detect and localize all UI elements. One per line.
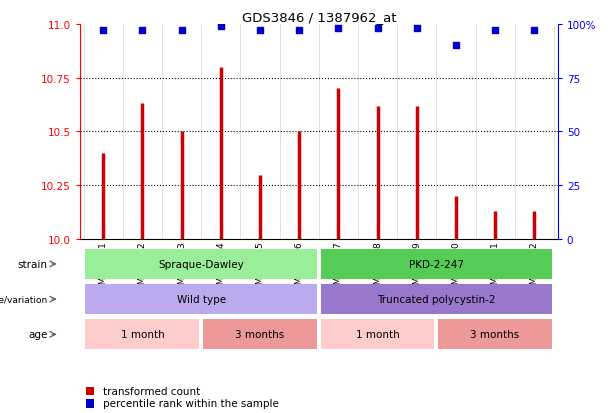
Point [216, 24, 226, 30]
Point [530, 28, 539, 35]
Text: Wild type: Wild type [177, 294, 226, 304]
Text: percentile rank within the sample: percentile rank within the sample [103, 399, 279, 408]
Text: Truncated polycystin-2: Truncated polycystin-2 [377, 294, 495, 304]
Text: strain: strain [18, 259, 48, 269]
Text: transformed count: transformed count [103, 386, 200, 396]
Point [490, 28, 500, 35]
FancyBboxPatch shape [203, 320, 317, 349]
Text: 1 month: 1 month [356, 330, 400, 339]
FancyBboxPatch shape [85, 249, 317, 279]
Point [451, 43, 461, 50]
FancyBboxPatch shape [438, 320, 552, 349]
FancyBboxPatch shape [85, 320, 199, 349]
Point [412, 26, 422, 32]
Text: 3 months: 3 months [471, 330, 520, 339]
Text: Spraque-Dawley: Spraque-Dawley [158, 259, 244, 269]
FancyBboxPatch shape [321, 285, 552, 314]
FancyBboxPatch shape [85, 285, 317, 314]
Text: age: age [28, 330, 48, 339]
Point [137, 28, 147, 35]
Title: GDS3846 / 1387962_at: GDS3846 / 1387962_at [242, 11, 396, 24]
Point [294, 28, 304, 35]
Point [177, 28, 186, 35]
Text: PKD-2-247: PKD-2-247 [409, 259, 464, 269]
Point [373, 26, 383, 32]
Bar [86, 387, 94, 395]
FancyBboxPatch shape [321, 249, 552, 279]
Bar [86, 399, 94, 408]
FancyBboxPatch shape [321, 320, 435, 349]
Text: 3 months: 3 months [235, 330, 284, 339]
Point [333, 26, 343, 32]
Point [255, 28, 265, 35]
Point [98, 28, 108, 35]
Text: 1 month: 1 month [121, 330, 164, 339]
Text: genotype/variation: genotype/variation [0, 295, 48, 304]
